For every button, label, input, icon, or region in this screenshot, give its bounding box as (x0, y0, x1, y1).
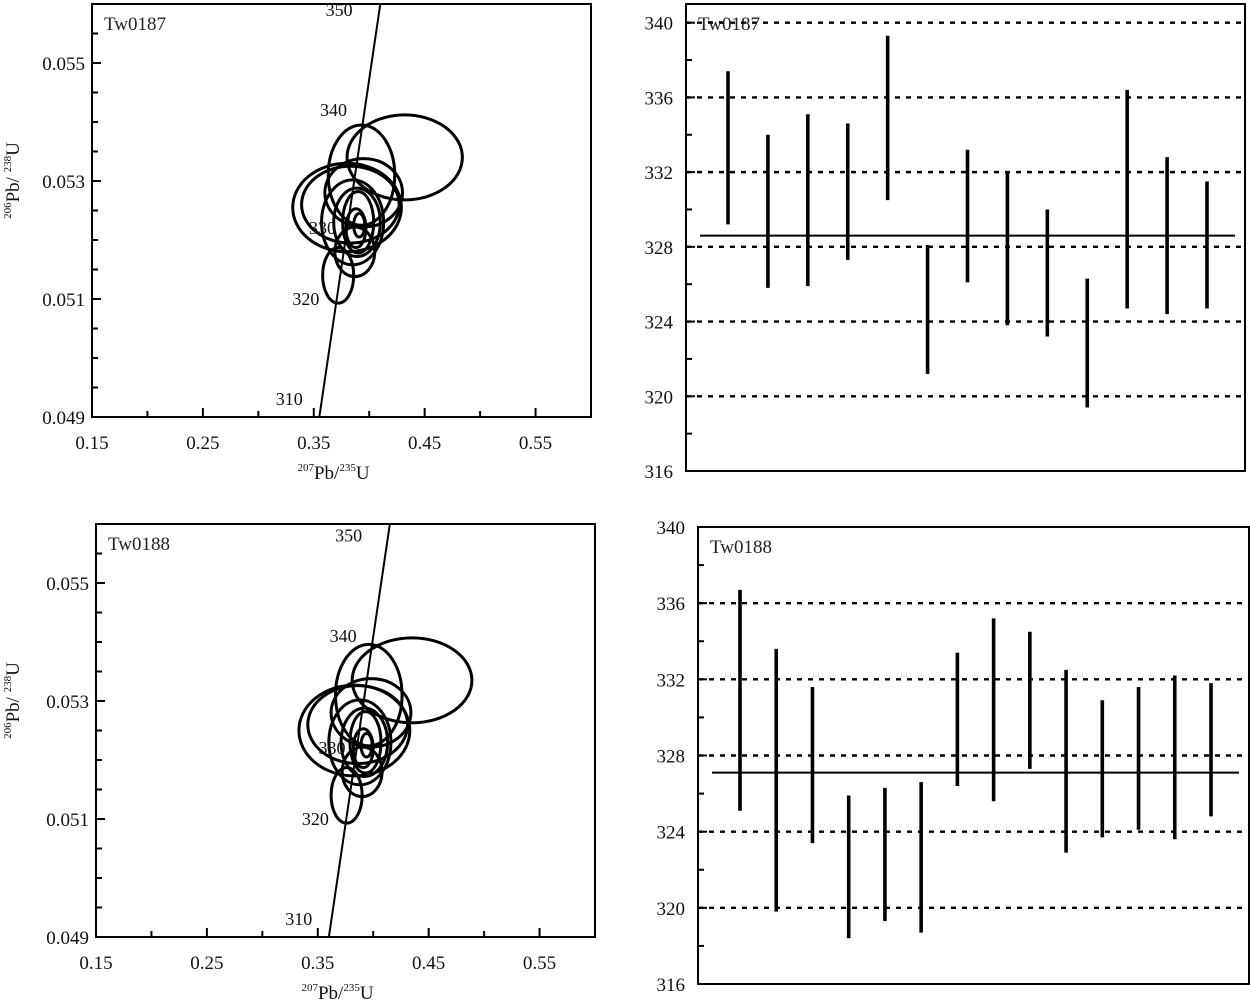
y-axis-title-part: U (3, 662, 24, 676)
y-axis-title-part: Pb/ (3, 692, 24, 722)
error-ellipse (334, 642, 404, 748)
y-tick-label: 332 (645, 163, 674, 184)
y-tick-label: 320 (645, 387, 674, 408)
x-axis-title-part: Pb/ (314, 463, 340, 484)
age-label: 340 (330, 626, 357, 646)
y-tick-label: 328 (645, 238, 674, 259)
y-tick-label: 0.049 (42, 408, 85, 429)
y-tick-label: 340 (645, 14, 674, 35)
error-ellipse (339, 706, 390, 779)
y-axis-title-part: Pb/ (3, 172, 24, 202)
x-axis-title-part: 207 (297, 462, 314, 474)
y-axis-title-part: U (3, 142, 24, 156)
y-tick-label: 0.055 (46, 574, 89, 595)
age-label: 350 (326, 0, 353, 20)
error-ellipse (332, 186, 382, 259)
error-ellipses (297, 636, 474, 825)
age-errorbar-panel-tw0188: 316 320 324 328 332 336 340 Tw0188 (657, 518, 1250, 996)
sample-label: Tw0187 (698, 14, 760, 35)
age-errorbar-panel-tw0187: 316 320 324 328 332 336 340 Tw0187 (645, 3, 1246, 483)
age-label: 350 (335, 526, 362, 546)
y-tick-label: 316 (657, 975, 686, 996)
x-tick-label: 0.35 (301, 953, 334, 974)
y-axis-title: 206Pb/ 238U (2, 662, 24, 739)
age-label: 330 (309, 218, 336, 238)
age-label: 330 (319, 738, 346, 758)
concordia-curve (318, 4, 382, 417)
x-tick-label: 0.45 (412, 953, 445, 974)
y-axis-title-part: 238 (2, 675, 14, 692)
plot-frame (91, 3, 592, 418)
age-label: 320 (302, 809, 329, 829)
x-axis-title-part: U (356, 463, 370, 484)
y-tick-label: 324 (657, 823, 686, 844)
x-tick-label: 0.55 (523, 953, 556, 974)
y-tick-label: 316 (645, 462, 674, 483)
y-tick-label: 332 (657, 670, 686, 691)
error-ellipse (348, 710, 383, 775)
sample-label: Tw0188 (710, 537, 772, 558)
y-tick-label: 0.053 (46, 692, 89, 713)
sample-label: Tw0188 (108, 534, 170, 555)
error-ellipse (352, 211, 367, 239)
error-ellipses (291, 113, 464, 305)
y-tick-label: 0.055 (42, 54, 85, 75)
y-tick-label: 336 (645, 88, 674, 109)
error-ellipse (340, 745, 384, 799)
x-axis-title: 207Pb/235U (297, 462, 369, 484)
x-axis-title-part: 235 (339, 462, 356, 474)
y-tick-label: 0.051 (46, 810, 89, 831)
y-tick-label: 0.049 (46, 928, 89, 949)
y-tick-label: 336 (657, 594, 686, 615)
y-axis-title-part: 206 (2, 722, 14, 739)
error-ellipse (341, 190, 376, 255)
y-tick-label: 324 (645, 313, 674, 334)
y-tick-label: 328 (657, 747, 686, 768)
x-axis-title-part: 235 (343, 982, 360, 994)
concordia-panel-tw0188: 0.15 0.25 0.35 0.45 0.55 0.049 0.051 0.053 0.055… (2, 523, 596, 1002)
x-tick-label: 0.35 (297, 433, 330, 454)
x-axis-title-part: Pb/ (318, 983, 344, 1002)
concordia-curve (327, 524, 391, 937)
error-ellipse (350, 636, 474, 725)
x-tick-label: 0.15 (75, 433, 108, 454)
x-axis-title: 207Pb/235U (301, 982, 373, 1002)
error-ellipse (359, 731, 374, 759)
x-axis-title-part: 207 (301, 982, 318, 994)
x-tick-label: 0.15 (79, 953, 112, 974)
error-ellipse (345, 113, 464, 202)
y-tick-label: 320 (657, 899, 686, 920)
x-tick-label: 0.55 (519, 433, 552, 454)
error-ellipse (333, 225, 377, 279)
y-tick-label: 0.053 (42, 172, 85, 193)
y-tick-label: 340 (657, 518, 686, 539)
x-tick-label: 0.25 (190, 953, 223, 974)
x-tick-label: 0.45 (408, 433, 441, 454)
x-tick-label: 0.25 (186, 433, 219, 454)
age-label: 310 (276, 389, 303, 409)
y-tick-label: 0.051 (42, 290, 85, 311)
y-axis-title-part: 238 (2, 155, 14, 172)
age-label: 320 (292, 289, 319, 309)
y-axis-title-part: 206 (2, 202, 14, 219)
y-axis-title: 206Pb/ 238U (2, 142, 24, 219)
age-label: 340 (320, 100, 347, 120)
x-axis-title-part: U (360, 983, 374, 1002)
concordia-panel-tw0187: 0.15 0.25 0.35 0.45 0.55 0.049 0.051 0.053 0.055… (2, 0, 592, 484)
sample-label: Tw0187 (104, 14, 166, 35)
age-label: 310 (285, 909, 312, 929)
plot-frame (685, 3, 1246, 472)
